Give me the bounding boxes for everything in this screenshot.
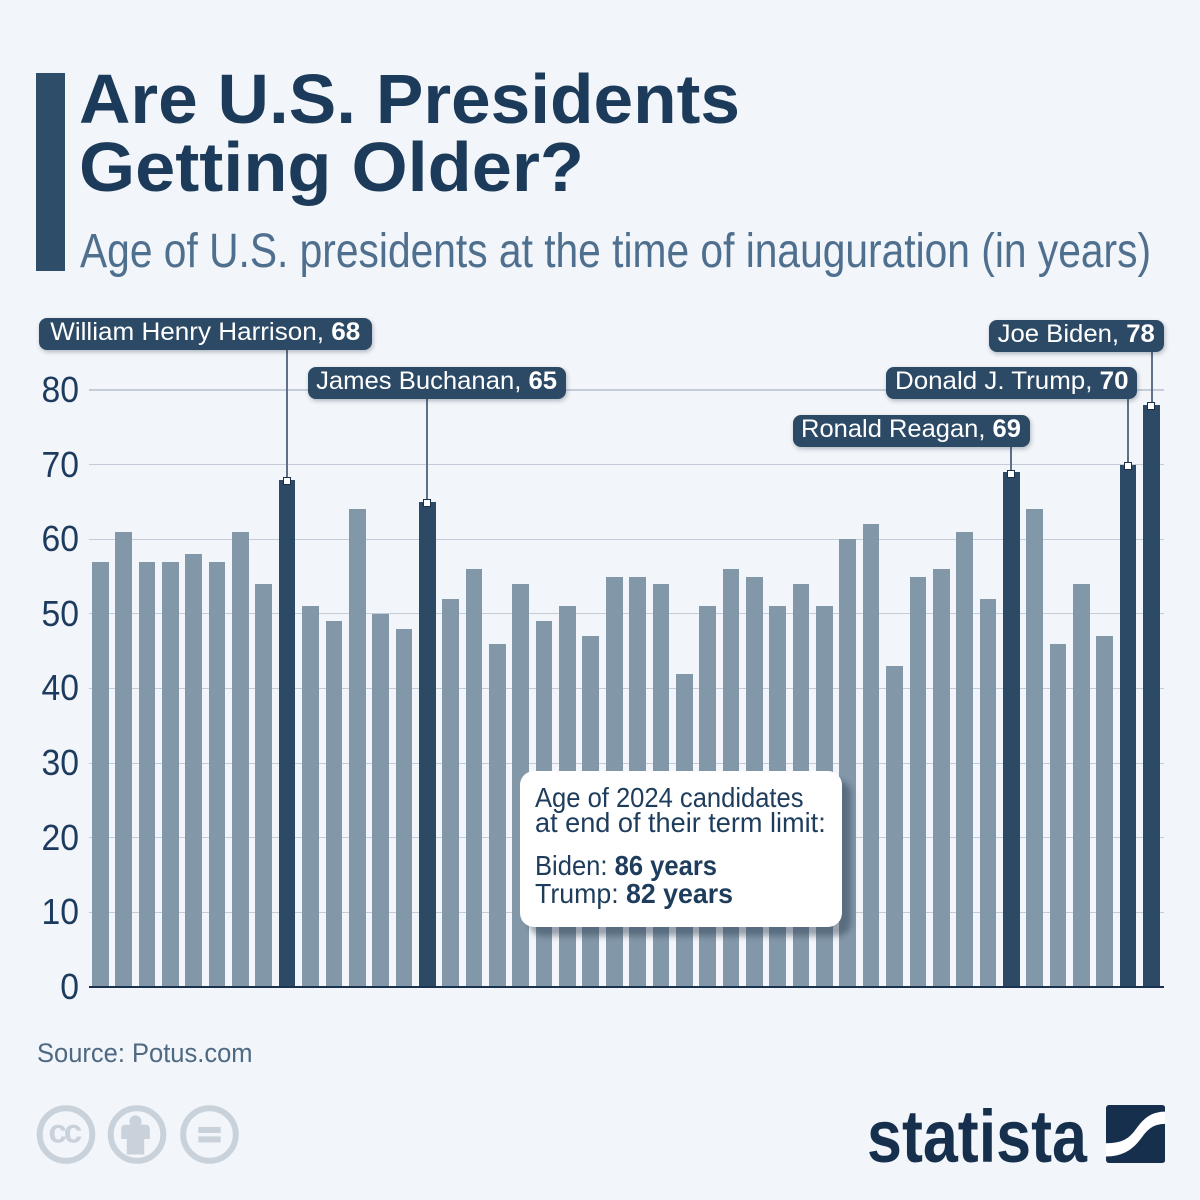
svg-text:cc: cc — [49, 1113, 82, 1150]
